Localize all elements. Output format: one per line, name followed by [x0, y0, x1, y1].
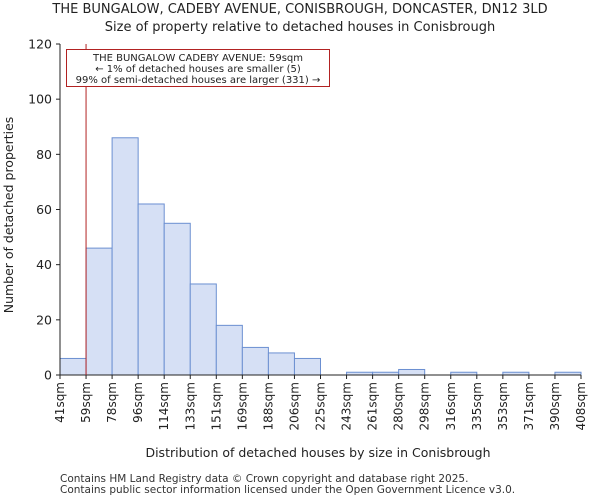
bar	[189, 283, 217, 376]
bar	[267, 352, 295, 376]
x-tick-label: 133sqm	[183, 382, 197, 430]
x-tick-label: 59sqm	[79, 382, 93, 423]
bar	[293, 357, 322, 376]
chart-subtitle: Size of property relative to detached ho…	[104, 20, 496, 35]
x-tick-label: 243sqm	[340, 382, 354, 430]
x-tick-label: 390sqm	[548, 382, 562, 430]
bar	[59, 357, 87, 376]
x-tick-label: 169sqm	[235, 382, 249, 430]
bar	[241, 346, 269, 376]
annotation-box: THE BUNGALOW CADEBY AVENUE: 59sqm ← 1% o…	[66, 49, 330, 87]
x-tick-label: 316sqm	[444, 382, 458, 430]
annotation-line-1: THE BUNGALOW CADEBY AVENUE: 59sqm	[92, 53, 304, 64]
x-tick-label: 114sqm	[157, 382, 171, 430]
y-tick-label: 20	[36, 312, 52, 327]
bar	[163, 222, 191, 376]
chart-title: THE BUNGALOW, CADEBY AVENUE, CONISBROUGH…	[52, 2, 548, 17]
x-tick-label: 371sqm	[522, 382, 536, 430]
x-tick-label: 298sqm	[418, 382, 432, 430]
y-tick-label: 80	[36, 147, 52, 162]
y-tick-label: 60	[36, 202, 52, 217]
y-tick-label: 40	[36, 257, 52, 272]
x-tick-label: 261sqm	[366, 382, 380, 430]
bar	[111, 137, 139, 376]
y-tick-label: 120	[28, 37, 52, 52]
x-tick-label: 225sqm	[314, 382, 328, 430]
footer-line-2: Contains public sector information licen…	[60, 484, 516, 496]
annotation-line-2: ← 1% of detached houses are smaller (5)	[95, 64, 301, 75]
footer-line-1: Contains HM Land Registry data © Crown c…	[60, 473, 469, 485]
x-tick-label: 188sqm	[261, 382, 275, 430]
x-tick-label: 280sqm	[392, 382, 406, 430]
y-axis-label: Number of detached properties	[1, 117, 16, 314]
bar	[215, 324, 243, 376]
x-tick-label: 408sqm	[574, 382, 588, 430]
y-tick-label: 0	[44, 368, 52, 383]
x-tick-label: 206sqm	[287, 382, 301, 430]
x-tick-label: 151sqm	[209, 382, 223, 430]
bar	[85, 247, 113, 376]
x-tick-label: 353sqm	[496, 382, 510, 430]
y-tick-label: 100	[28, 92, 52, 107]
x-axis-label: Distribution of detached houses by size …	[145, 445, 490, 460]
annotation-line-3: 99% of semi-detached houses are larger (…	[75, 75, 321, 86]
x-tick-label: 335sqm	[470, 382, 484, 430]
x-tick-label: 96sqm	[131, 382, 145, 423]
x-tick-label: 78sqm	[105, 382, 119, 423]
x-tick-label: 41sqm	[53, 382, 67, 423]
bar	[137, 203, 165, 376]
bar	[398, 368, 426, 376]
